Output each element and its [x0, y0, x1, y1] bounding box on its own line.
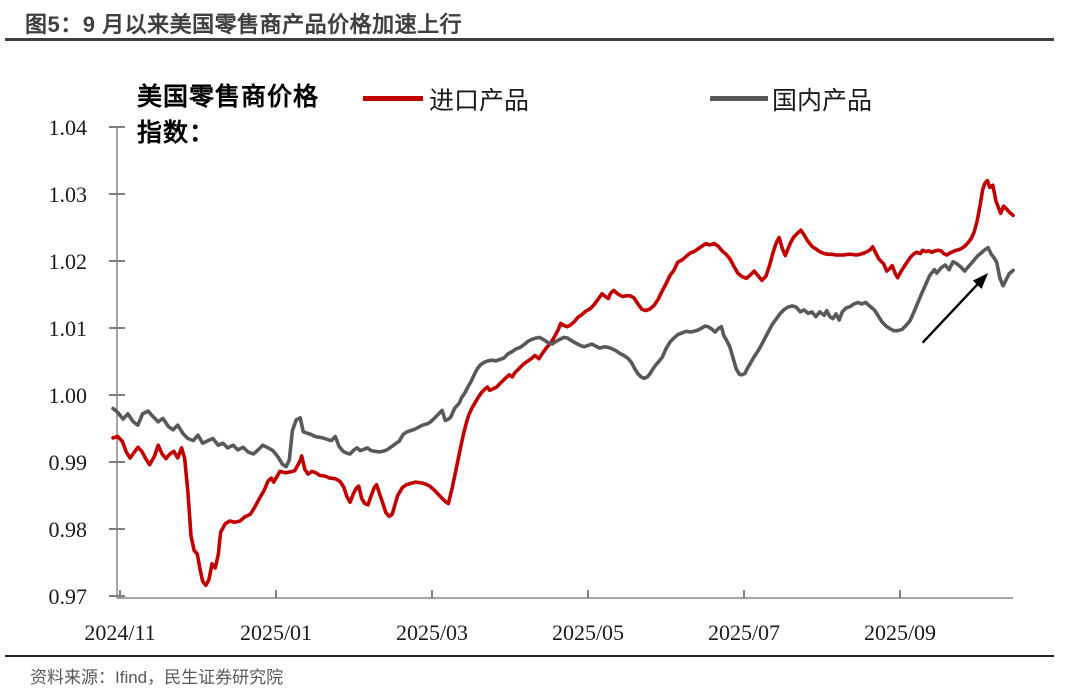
annotation-arrow-shaft	[921, 283, 979, 344]
annotation-arrow-head	[972, 273, 989, 289]
series-line-domestic	[111, 245, 1015, 469]
source-note: 资料来源：Ifind，民生证券研究院	[30, 668, 284, 687]
x-tick-label: 2024/11	[84, 620, 155, 645]
series-line-imported	[111, 178, 1015, 588]
y-tick-label: 0.98	[49, 517, 88, 542]
x-tick-label: 2025/03	[396, 620, 468, 645]
legend-title: 美国零售商价格 指数：	[137, 79, 319, 151]
legend-label-imported: 进口产品	[429, 88, 530, 115]
x-tick-label: 2025/09	[864, 620, 936, 645]
legend-title-line1: 美国零售商价格	[137, 83, 320, 111]
figure-title: 图5：9 月以来美国零售商产品价格加速上行	[25, 12, 463, 37]
legend-title-line2: 指数：	[137, 119, 216, 147]
footer-divider	[5, 655, 1054, 657]
x-tick-label: 2025/01	[240, 620, 312, 645]
x-tick-label: 2025/05	[552, 620, 624, 645]
legend-swatch-imported	[363, 96, 423, 101]
y-tick-label: 1.00	[49, 383, 88, 408]
legend-swatch-domestic	[710, 96, 768, 101]
y-tick-label: 1.04	[49, 115, 88, 140]
y-tick-label: 0.97	[49, 584, 88, 609]
y-tick-label: 1.02	[49, 249, 88, 274]
y-tick-label: 1.01	[49, 316, 88, 341]
y-tick-label: 0.99	[49, 450, 88, 475]
legend-label-domestic: 国内产品	[772, 88, 873, 115]
y-tick-label: 1.03	[49, 182, 88, 207]
x-tick-label: 2025/07	[708, 620, 780, 645]
title-underline	[5, 38, 1054, 41]
